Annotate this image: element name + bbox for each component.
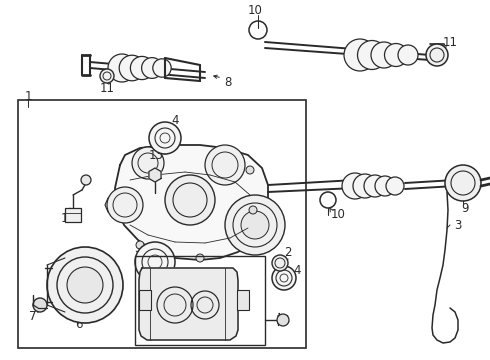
Text: 5: 5: [134, 242, 142, 255]
Text: 10: 10: [331, 207, 345, 220]
Circle shape: [161, 146, 169, 154]
Circle shape: [107, 187, 143, 223]
Circle shape: [353, 174, 377, 198]
Circle shape: [344, 39, 376, 71]
Polygon shape: [149, 168, 161, 182]
Circle shape: [398, 45, 418, 65]
Circle shape: [364, 175, 386, 197]
Circle shape: [47, 247, 123, 323]
Text: 13: 13: [148, 149, 164, 162]
Bar: [139, 290, 151, 310]
Bar: [237, 290, 249, 310]
Bar: [18, 100, 306, 348]
Circle shape: [272, 255, 288, 271]
Circle shape: [108, 54, 136, 82]
Bar: [65, 208, 81, 222]
Circle shape: [241, 211, 269, 239]
Circle shape: [249, 206, 257, 214]
Text: 11: 11: [442, 36, 458, 49]
Text: 6: 6: [75, 319, 83, 332]
Text: 1: 1: [24, 90, 32, 103]
Circle shape: [196, 254, 204, 262]
Circle shape: [136, 241, 144, 249]
Circle shape: [135, 242, 175, 282]
Circle shape: [375, 176, 395, 196]
Circle shape: [142, 58, 162, 78]
Text: 14: 14: [275, 314, 291, 327]
Circle shape: [119, 55, 145, 81]
Text: 11: 11: [99, 81, 115, 95]
Circle shape: [149, 122, 181, 154]
Bar: [135, 256, 265, 345]
Circle shape: [385, 44, 408, 67]
Circle shape: [153, 59, 171, 77]
Text: 4: 4: [293, 264, 301, 276]
Text: 7: 7: [29, 310, 37, 323]
Polygon shape: [139, 268, 238, 340]
Circle shape: [130, 57, 153, 80]
Circle shape: [246, 166, 254, 174]
Circle shape: [386, 177, 404, 195]
Text: 8: 8: [224, 76, 232, 89]
Text: 10: 10: [247, 4, 263, 17]
Text: 3: 3: [454, 219, 462, 231]
Circle shape: [132, 147, 164, 179]
Circle shape: [67, 267, 103, 303]
Circle shape: [342, 173, 368, 199]
Text: 4: 4: [171, 113, 179, 126]
Text: 12: 12: [60, 212, 75, 225]
Circle shape: [33, 298, 47, 312]
Text: 2: 2: [284, 247, 292, 260]
Circle shape: [225, 195, 285, 255]
Circle shape: [277, 314, 289, 326]
Circle shape: [358, 41, 387, 69]
Circle shape: [81, 175, 91, 185]
Circle shape: [371, 42, 397, 68]
Circle shape: [165, 175, 215, 225]
Circle shape: [100, 69, 114, 83]
Circle shape: [272, 266, 296, 290]
Circle shape: [205, 145, 245, 185]
Polygon shape: [115, 145, 268, 260]
Text: 9: 9: [461, 202, 469, 215]
Circle shape: [426, 44, 448, 66]
Circle shape: [445, 165, 481, 201]
